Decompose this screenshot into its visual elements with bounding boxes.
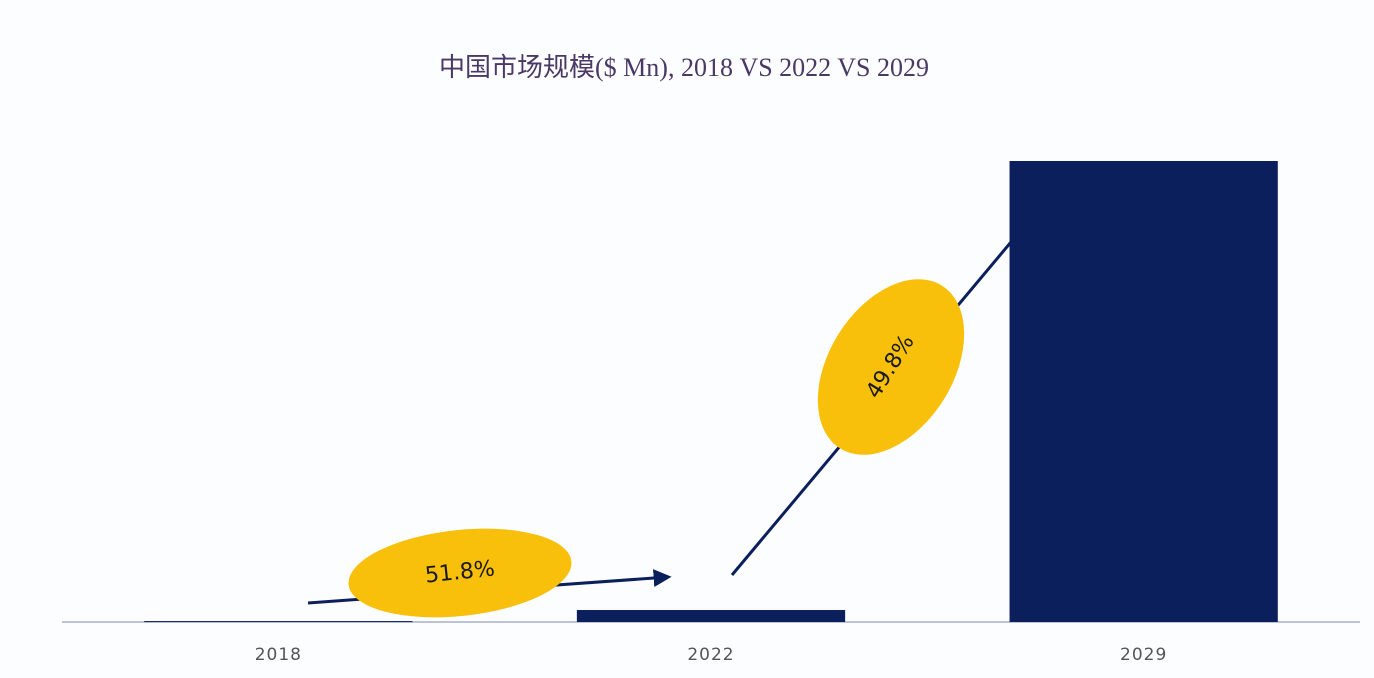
cagr-bubble bbox=[348, 528, 572, 618]
x-tick-label: 2018 bbox=[255, 645, 302, 665]
bar bbox=[144, 621, 413, 623]
x-tick-label: 2029 bbox=[1120, 645, 1167, 665]
x-tick-label: 2022 bbox=[687, 645, 734, 665]
chart-title: 中国市场规模($ Mn), 2018 VS 2022 VS 2029 bbox=[439, 53, 929, 82]
cagr-bubble bbox=[817, 279, 965, 455]
bar bbox=[1009, 161, 1278, 622]
bar bbox=[576, 610, 846, 622]
